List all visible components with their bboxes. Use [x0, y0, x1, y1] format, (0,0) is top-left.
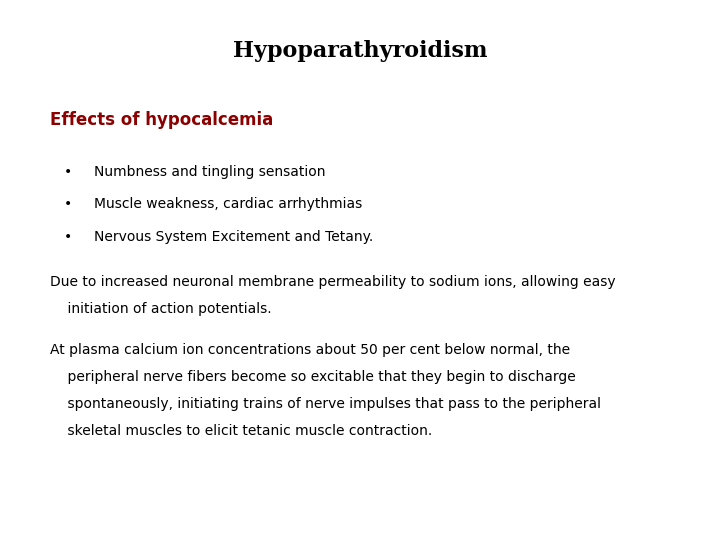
Text: Muscle weakness, cardiac arrhythmias: Muscle weakness, cardiac arrhythmias [94, 197, 362, 211]
Text: •: • [64, 165, 73, 179]
Text: At plasma calcium ion concentrations about 50 per cent below normal, the: At plasma calcium ion concentrations abo… [50, 343, 570, 357]
Text: initiation of action potentials.: initiation of action potentials. [50, 302, 272, 316]
Text: Effects of hypocalcemia: Effects of hypocalcemia [50, 111, 274, 129]
Text: •: • [64, 197, 73, 211]
Text: Hypoparathyroidism: Hypoparathyroidism [233, 40, 487, 63]
Text: Numbness and tingling sensation: Numbness and tingling sensation [94, 165, 325, 179]
Text: spontaneously, initiating trains of nerve impulses that pass to the peripheral: spontaneously, initiating trains of nerv… [50, 397, 601, 411]
Text: Nervous System Excitement and Tetany.: Nervous System Excitement and Tetany. [94, 230, 373, 244]
Text: skeletal muscles to elicit tetanic muscle contraction.: skeletal muscles to elicit tetanic muscl… [50, 424, 433, 438]
Text: Due to increased neuronal membrane permeability to sodium ions, allowing easy: Due to increased neuronal membrane perme… [50, 275, 616, 289]
Text: peripheral nerve fibers become so excitable that they begin to discharge: peripheral nerve fibers become so excita… [50, 370, 576, 384]
Text: •: • [64, 230, 73, 244]
